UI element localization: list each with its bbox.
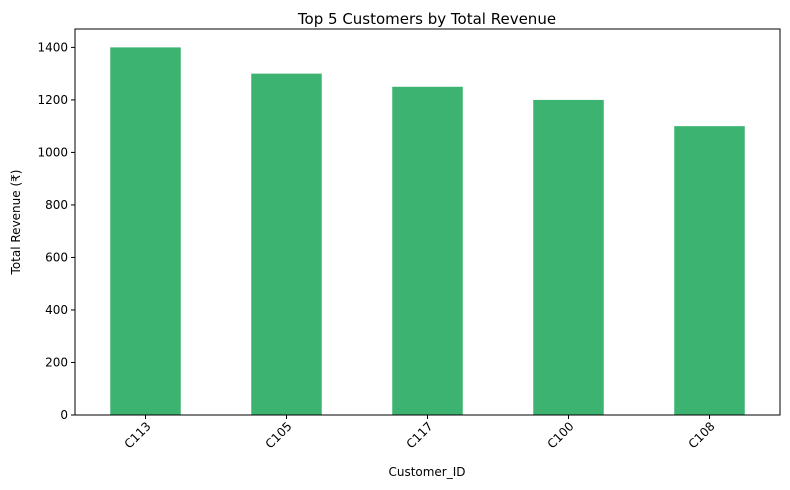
x-tick-label: C105 [263, 419, 295, 451]
y-tick-label: 1200 [37, 93, 68, 107]
chart-title: Top 5 Customers by Total Revenue [297, 10, 556, 28]
bar-c113 [110, 47, 181, 415]
y-tick-label: 800 [45, 198, 68, 212]
x-tick-label: C117 [404, 419, 436, 451]
x-tick-label: C108 [686, 419, 718, 451]
bar-c105 [251, 73, 322, 415]
plot-frame [74, 28, 781, 416]
x-axis-label: Customer_ID [388, 465, 465, 479]
y-tick-label: 1400 [37, 40, 68, 54]
bars-group [110, 47, 745, 416]
y-tick-label: 1000 [37, 145, 68, 159]
x-tick-label: C113 [122, 419, 154, 451]
x-axis: C113 C105 C117 C100 C108 [122, 415, 718, 451]
y-axis: 0 200 400 600 800 1000 1200 1400 [37, 40, 75, 422]
y-tick-label: 200 [45, 355, 68, 369]
x-tick-label: C100 [545, 419, 577, 451]
bar-c108 [674, 126, 745, 415]
bar-c117 [392, 86, 463, 415]
y-axis-label: Total Revenue (₹) [9, 170, 23, 276]
y-tick-label: 400 [45, 303, 68, 317]
y-tick-label: 600 [45, 250, 68, 264]
y-tick-label: 0 [60, 408, 68, 422]
bar-c100 [533, 99, 604, 416]
